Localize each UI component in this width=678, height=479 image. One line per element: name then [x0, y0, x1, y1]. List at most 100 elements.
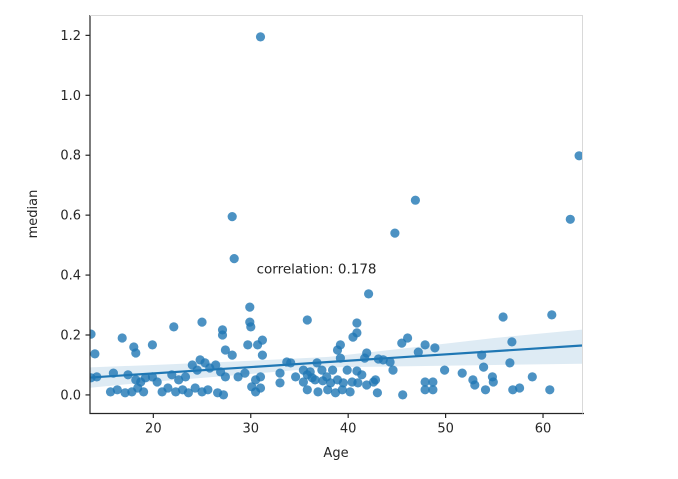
- data-point: [326, 378, 336, 388]
- data-point: [140, 373, 151, 383]
- data-point: [390, 228, 400, 238]
- data-point: [180, 372, 191, 382]
- data-point: [203, 385, 213, 395]
- data-point: [183, 388, 193, 398]
- data-point: [169, 322, 179, 332]
- y-axis-label: median: [26, 190, 41, 239]
- data-point: [372, 388, 382, 398]
- data-point: [217, 330, 228, 340]
- data-point: [211, 360, 221, 370]
- data-point: [527, 372, 537, 382]
- data-point: [335, 353, 345, 363]
- x-axis-label: Age: [323, 446, 348, 461]
- data-point: [167, 370, 177, 380]
- data-point: [574, 151, 583, 161]
- data-point: [317, 365, 327, 375]
- data-point: [243, 340, 253, 350]
- data-point: [428, 377, 438, 387]
- data-point: [440, 365, 450, 375]
- data-point: [147, 340, 157, 350]
- y-tick-label: 0.0: [60, 388, 81, 403]
- data-point: [220, 372, 230, 382]
- data-point: [488, 377, 498, 387]
- data-point: [227, 350, 237, 360]
- data-point: [90, 329, 96, 339]
- data-point: [428, 385, 438, 395]
- tick-marks: [85, 34, 544, 418]
- data-point: [298, 377, 308, 387]
- data-point: [197, 317, 207, 327]
- correlation-annotation: correlation: 0.178: [257, 262, 377, 278]
- data-point: [275, 378, 285, 388]
- data-point: [420, 340, 430, 350]
- data-point: [328, 365, 338, 375]
- data-point: [430, 343, 440, 353]
- y-tick-label: 0.6: [60, 209, 81, 224]
- x-tick-label: 40: [340, 422, 357, 437]
- data-point: [123, 370, 133, 380]
- data-point: [388, 365, 398, 375]
- data-point: [413, 347, 423, 357]
- data-point: [352, 328, 362, 338]
- data-point: [313, 387, 323, 397]
- data-point: [342, 365, 352, 375]
- data-point: [233, 372, 243, 382]
- data-point: [353, 378, 363, 388]
- data-point: [362, 348, 372, 358]
- axes: [89, 15, 584, 415]
- data-point: [507, 337, 517, 347]
- data-point: [547, 310, 557, 320]
- data-point: [302, 315, 312, 325]
- data-point: [227, 212, 237, 222]
- data-point: [257, 350, 267, 360]
- data-point: [310, 375, 320, 385]
- data-point: [323, 385, 333, 395]
- data-point: [275, 368, 285, 378]
- data-point: [255, 383, 266, 393]
- data-point: [479, 362, 489, 372]
- data-point: [352, 318, 362, 328]
- data-point: [370, 375, 381, 385]
- data-point: [470, 380, 480, 390]
- data-point: [108, 368, 118, 378]
- y-tick-label: 0.4: [60, 269, 81, 284]
- data-point: [286, 358, 296, 368]
- data-point: [545, 385, 555, 395]
- data-point: [420, 377, 430, 387]
- data-point: [245, 302, 255, 312]
- data-point: [171, 387, 181, 397]
- data-point: [257, 335, 267, 345]
- data-point: [220, 345, 230, 355]
- data-point: [420, 385, 430, 395]
- x-tick-label: 30: [242, 422, 259, 437]
- data-point: [515, 383, 525, 393]
- data-point: [163, 383, 173, 393]
- scatter-points: [90, 32, 583, 400]
- data-point: [335, 340, 345, 350]
- data-point: [120, 388, 130, 398]
- data-point: [139, 387, 149, 397]
- data-point: [131, 348, 141, 358]
- data-point: [255, 372, 266, 382]
- y-tick-label: 0.8: [60, 149, 81, 164]
- data-point: [255, 32, 266, 42]
- data-point: [312, 358, 322, 368]
- data-point: [345, 387, 355, 397]
- data-point: [229, 254, 239, 264]
- data-point: [112, 385, 122, 395]
- data-point: [364, 289, 374, 299]
- data-point: [218, 390, 229, 400]
- x-tick-label: 20: [145, 422, 162, 437]
- data-point: [385, 357, 395, 367]
- data-point: [505, 358, 515, 368]
- data-point: [480, 385, 491, 395]
- data-point: [457, 368, 467, 378]
- data-point: [190, 383, 200, 393]
- tick-labels: 20 30 40 50 60 0.0 0.2 0.4 0.6 0.8 1.0 1.2: [60, 29, 551, 437]
- data-point: [338, 378, 348, 388]
- data-point: [498, 312, 508, 322]
- data-point: [302, 385, 312, 395]
- data-point: [291, 372, 301, 382]
